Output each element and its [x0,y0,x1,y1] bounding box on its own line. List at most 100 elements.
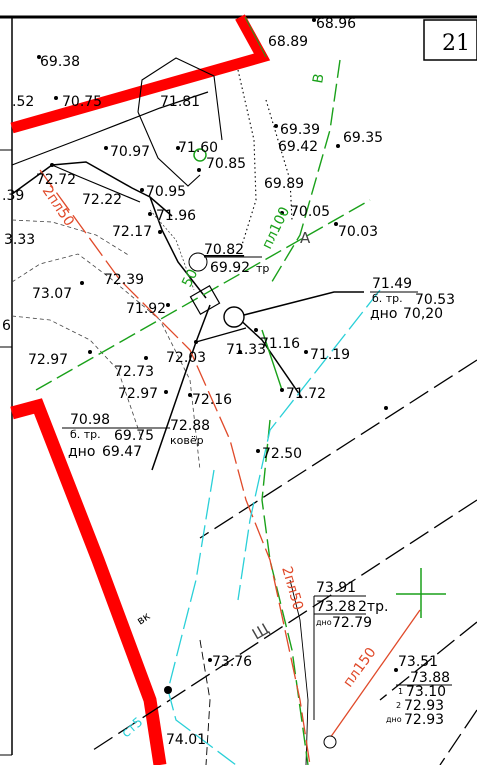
spot-dot [194,340,198,344]
well3-note: 72.88 [170,418,210,434]
spot-height-label: 69.42 [278,139,318,155]
spot-height-label: 68.96 [316,16,356,32]
water-label: В [310,72,327,84]
well3-note2: ковёр [170,434,204,447]
sheet-number-box [423,19,477,61]
spot-dot [164,390,168,394]
spot-dot [336,144,340,148]
spot-height-label: 71.16 [260,336,300,352]
spot-height-label: 72.97 [28,352,68,368]
property-line-3 [235,315,303,399]
water-line-main [269,59,341,286]
spot-height-label: 71.33 [226,342,266,358]
partial-label: .39 [2,188,24,204]
property-line-1 [149,196,207,299]
storm-label: ст5 [119,715,146,741]
storm-line-1 [237,289,381,601]
spot-height-label: 70.85 [206,156,246,172]
contour-fine-1 [11,253,201,471]
cable-line-2 [89,499,477,753]
contour-line-2 [51,164,141,203]
spot-dot [312,18,316,22]
spot-height-label: 70.95 [146,184,186,200]
manhole-2 [223,306,245,328]
property-line-4 [239,291,364,317]
partial-label: 6 [2,318,11,334]
cable-line-4 [439,709,477,765]
water-label: пл100 [259,204,293,251]
survey-point-big [164,686,172,694]
water-line-branch [261,329,283,391]
spot-dot [80,281,84,285]
well4-top: 73.91 [316,580,356,596]
well3-l2-left: б. тр. [70,428,101,441]
spot-height-label: 69.35 [343,130,383,146]
manhole-1 [188,252,208,272]
spot-height-label: 70.75 [62,94,102,110]
sewer-label: 2пл50 [39,183,77,229]
spot-height-label: 68.89 [268,34,308,50]
spot-height-label: 72.17 [112,224,152,240]
water-label: 50 [179,267,201,290]
spot-height-label: 71.81 [160,94,200,110]
well5-top: 73.88 [410,670,450,686]
spot-height-label: 71.96 [156,208,196,224]
spot-dot [197,168,201,172]
property-line-5 [195,327,247,343]
cable-line-3 [379,621,477,701]
spot-height-label: 72.03 [166,350,206,366]
well2-top: 71.49 [372,276,412,292]
spot-dot [88,350,92,354]
well1-suffix: тр [256,262,269,275]
curve-line-b [137,111,201,187]
well5-r2-prefix: 2 [396,701,401,710]
sheet-number: 21 [442,31,470,56]
spot-dot [394,668,398,672]
spot-height-label: 71.72 [286,386,326,402]
spot-dot [274,124,278,128]
spot-dot [188,393,192,397]
sewer-line-east [329,609,421,739]
spot-dot [176,146,180,150]
well5-r3: 72.93 [404,712,444,728]
well4-mid-suffix: 2тр. [358,599,388,615]
spot-dot [256,449,260,453]
spot-height-label: 72.16 [192,392,232,408]
well2-l3-right: 70,20 [403,306,443,322]
spot-height-label: 69.38 [40,54,80,70]
well3-l2-right: 69.75 [114,428,154,444]
well4-bottom-prefix: дно [316,618,332,627]
well4-mid: 73.28 [316,599,356,615]
spot-height-label: 70.05 [290,204,330,220]
well3-l3-left: дно [68,444,95,460]
curve-line-a [137,57,223,141]
storm-line-2 [167,469,237,765]
spot-dot [280,388,284,392]
spot-dot [208,658,212,662]
spot-dot [148,212,152,216]
well3-l3-right: 69.47 [102,444,142,460]
partial-label: .52 [12,94,34,110]
water-line-cross [35,199,371,391]
spot-height-label: 72.73 [114,364,154,380]
spot-dot [334,222,338,226]
spot-dot [140,188,144,192]
spot-height-label: 71.19 [310,347,350,363]
spot-height-label: 72.39 [104,272,144,288]
manhole-3 [323,735,337,749]
well2-l3-left: дно [370,306,397,322]
spot-dot [158,230,162,234]
spot-height-label: 71.92 [126,301,166,317]
partial-label: 3.33 [4,232,35,248]
spot-height-label: 73.07 [32,286,72,302]
well5-r3-prefix: дно [386,715,402,724]
spot-height-label: 74.01 [166,732,206,748]
spot-dot [144,356,148,360]
spot-height-label: 70.97 [110,144,150,160]
contour-fine-6 [199,639,211,765]
spot-height-label: 69.39 [280,122,320,138]
well5-r2: 72.93 [404,698,444,714]
spot-points [37,18,398,672]
road-boundary-bottom [10,398,167,765]
